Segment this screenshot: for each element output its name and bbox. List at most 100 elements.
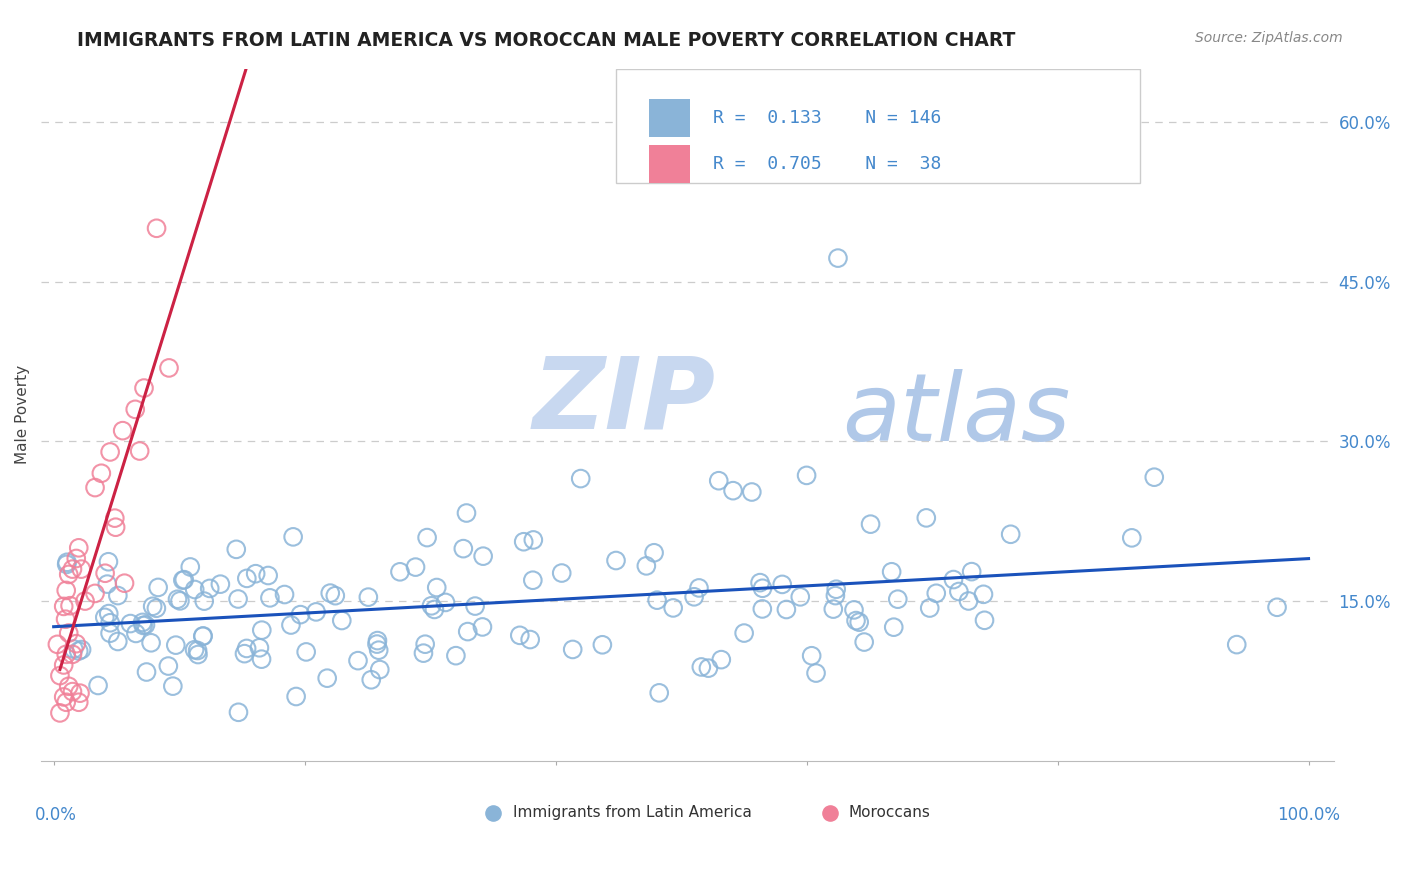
Point: [125, 626, 148, 640]
Text: Moroccans: Moroccans: [849, 805, 931, 821]
Point: [67, 541, 90, 555]
Point: [973, 613, 995, 627]
Point: [142, 599, 165, 614]
Point: [453, 541, 475, 556]
Point: [55, 558, 77, 572]
Point: [49, 706, 72, 720]
Point: [198, 582, 221, 596]
Point: [827, 251, 849, 265]
Point: [808, 834, 831, 848]
Point: [228, 706, 250, 720]
Point: [880, 565, 903, 579]
Point: [323, 589, 346, 603]
Point: [472, 549, 495, 564]
Point: [405, 560, 427, 574]
Point: [191, 629, 214, 643]
Point: [132, 618, 155, 632]
Text: 0.0%: 0.0%: [35, 805, 76, 824]
Point: [139, 636, 162, 650]
Point: [749, 575, 772, 590]
Point: [690, 660, 713, 674]
Point: [98, 615, 121, 630]
Point: [416, 531, 439, 545]
Point: [97, 555, 120, 569]
Point: [98, 626, 121, 640]
Text: Source: ZipAtlas.com: Source: ZipAtlas.com: [1195, 31, 1343, 45]
Point: [84, 481, 107, 495]
Point: [145, 221, 167, 235]
Point: [114, 576, 136, 591]
Point: [55, 695, 77, 709]
Point: [280, 618, 302, 632]
Point: [426, 581, 449, 595]
Point: [1226, 638, 1249, 652]
Point: [58, 567, 80, 582]
Point: [648, 686, 671, 700]
Point: [193, 594, 215, 608]
Point: [249, 640, 271, 655]
Point: [948, 584, 970, 599]
Point: [1143, 470, 1166, 484]
Point: [683, 590, 706, 604]
Point: [235, 641, 257, 656]
Point: [796, 468, 818, 483]
Point: [972, 587, 994, 601]
Text: Immigrants from Latin America: Immigrants from Latin America: [513, 805, 752, 821]
Point: [157, 360, 180, 375]
Point: [368, 663, 391, 677]
Point: [697, 661, 720, 675]
Point: [960, 565, 983, 579]
Point: [55, 612, 77, 626]
Point: [87, 678, 110, 692]
Point: [522, 533, 544, 547]
Point: [162, 679, 184, 693]
Point: [825, 582, 848, 597]
Point: [209, 577, 232, 591]
Point: [1121, 531, 1143, 545]
Point: [67, 644, 90, 658]
Point: [591, 638, 613, 652]
Point: [569, 472, 592, 486]
Point: [69, 686, 91, 700]
Point: [859, 517, 882, 532]
Point: [97, 607, 120, 621]
Point: [236, 571, 259, 585]
Point: [290, 607, 312, 622]
Point: [111, 424, 134, 438]
Point: [135, 665, 157, 679]
Point: [413, 637, 436, 651]
Point: [65, 551, 87, 566]
Point: [853, 635, 876, 649]
Point: [245, 566, 267, 581]
Point: [915, 511, 938, 525]
Point: [169, 594, 191, 608]
Point: [457, 624, 479, 639]
Point: [67, 695, 90, 709]
Point: [107, 634, 129, 648]
Point: [226, 592, 249, 607]
Point: [471, 620, 494, 634]
Point: [183, 582, 205, 597]
Point: [707, 474, 730, 488]
Point: [482, 834, 505, 848]
Point: [90, 467, 112, 481]
Point: [662, 601, 685, 615]
Point: [741, 485, 763, 500]
Point: [509, 628, 531, 642]
Point: [645, 593, 668, 607]
Point: [70, 562, 93, 576]
Point: [347, 654, 370, 668]
Point: [804, 666, 827, 681]
Point: [273, 588, 295, 602]
Bar: [648, 99, 690, 136]
Point: [800, 648, 823, 663]
Point: [305, 605, 328, 619]
Point: [58, 626, 80, 640]
Point: [259, 591, 281, 605]
Point: [166, 592, 188, 607]
Point: [120, 616, 142, 631]
Text: R =  0.705    N =  38: R = 0.705 N = 38: [713, 155, 942, 173]
Point: [887, 592, 910, 607]
Point: [842, 603, 865, 617]
Text: ZIP: ZIP: [533, 352, 716, 450]
